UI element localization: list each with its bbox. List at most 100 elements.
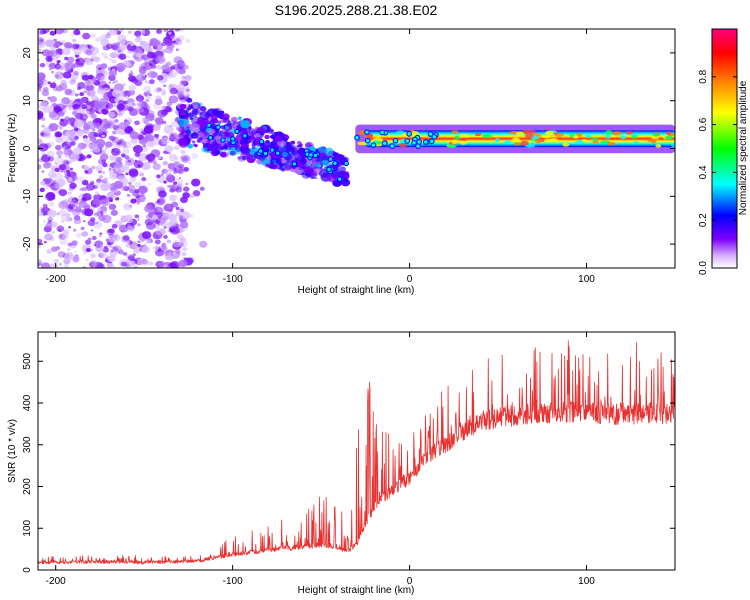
- noise-speckle: [185, 77, 190, 82]
- noise-speckle: [139, 172, 145, 177]
- noise-speckle: [73, 228, 77, 232]
- noise-speckle: [126, 240, 131, 244]
- band-speckle: [655, 143, 662, 148]
- streak-speckle: [191, 108, 199, 115]
- noise-speckle: [141, 177, 147, 182]
- band-speckle: [524, 133, 534, 139]
- noise-speckle: [63, 62, 71, 68]
- noise-speckle: [168, 213, 177, 221]
- noise-speckle: [79, 43, 89, 52]
- band-speckle: [357, 141, 368, 146]
- noise-speckle: [54, 74, 60, 79]
- streak-speckle: [207, 144, 212, 149]
- noise-speckle: [134, 181, 142, 188]
- noise-speckle: [43, 220, 46, 223]
- noise-speckle: [59, 225, 63, 229]
- noise-speckle: [107, 229, 112, 233]
- band-onset-dot: [404, 138, 411, 144]
- noise-speckle: [180, 154, 191, 163]
- noise-speckle: [49, 263, 59, 268]
- noise-speckle: [58, 155, 61, 159]
- noise-speckle: [178, 35, 185, 41]
- noise-speckle: [58, 262, 63, 266]
- noise-speckle: [101, 159, 107, 164]
- snr-y-tick-label: 300: [22, 436, 33, 453]
- noise-speckle: [168, 70, 178, 78]
- streak-peak: [230, 136, 236, 142]
- noise-speckle: [49, 68, 52, 71]
- noise-speckle: [165, 248, 169, 251]
- noise-speckle: [113, 180, 124, 189]
- streak-speckle: [299, 143, 303, 147]
- streak-speckle: [220, 151, 227, 158]
- noise-speckle: [81, 74, 89, 81]
- streak-speckle: [178, 139, 189, 148]
- noise-speckle: [95, 165, 103, 172]
- streak-speckle: [185, 109, 190, 113]
- band-onset-dot: [354, 134, 360, 141]
- noise-speckle: [38, 79, 44, 86]
- noise-speckle: [166, 239, 172, 244]
- noise-speckle: [199, 186, 205, 191]
- band-speckle: [474, 132, 482, 137]
- noise-speckle: [123, 203, 131, 210]
- noise-speckle: [51, 70, 55, 74]
- noise-speckle: [83, 84, 92, 91]
- noise-speckle: [150, 39, 160, 47]
- noise-speckle: [73, 127, 79, 132]
- noise-speckle: [38, 210, 44, 217]
- noise-speckle: [43, 240, 47, 244]
- band-speckle: [545, 130, 554, 136]
- noise-speckle: [85, 79, 91, 85]
- noise-speckle: [161, 105, 167, 110]
- noise-speckle: [87, 237, 92, 241]
- noise-speckle: [152, 214, 159, 220]
- noise-speckle: [141, 259, 150, 266]
- noise-speckle: [73, 29, 81, 36]
- noise-speckle: [138, 127, 145, 133]
- noise-speckle: [67, 177, 73, 182]
- band-onset-dot: [370, 142, 377, 149]
- streak-speckle: [306, 173, 311, 177]
- streak-speckle: [210, 123, 217, 129]
- noise-speckle: [127, 106, 134, 112]
- noise-speckle: [99, 153, 109, 161]
- streak-peak: [234, 128, 240, 135]
- band-speckle: [375, 141, 383, 145]
- noise-speckle: [110, 209, 119, 216]
- noise-speckle: [141, 146, 149, 153]
- band-onset-dot: [427, 131, 434, 137]
- band-speckle: [554, 132, 564, 137]
- noise-speckle: [157, 109, 167, 118]
- noise-speckle: [145, 239, 151, 244]
- streak-peak: [308, 152, 314, 158]
- noise-speckle: [79, 187, 84, 191]
- streak-speckle: [270, 129, 274, 133]
- noise-speckle: [62, 160, 69, 166]
- noise-speckle: [126, 225, 134, 233]
- noise-speckle: [57, 110, 65, 117]
- noise-speckle: [141, 117, 150, 124]
- noise-speckle: [171, 120, 179, 127]
- streak-speckle: [230, 116, 238, 123]
- noise-speckle: [45, 55, 54, 62]
- noise-speckle: [154, 117, 161, 124]
- spectrogram-y-tick-label: 20: [22, 47, 33, 59]
- noise-speckle: [47, 156, 55, 162]
- noise-speckle: [84, 208, 94, 217]
- noise-speckle: [169, 87, 178, 95]
- streak-speckle: [234, 148, 242, 155]
- noise-speckle: [173, 181, 178, 185]
- band-speckle: [606, 141, 616, 146]
- noise-speckle: [58, 83, 68, 91]
- band-speckle: [542, 135, 550, 139]
- noise-speckle: [109, 154, 117, 161]
- streak-speckle: [210, 114, 218, 121]
- noise-speckle: [38, 72, 46, 81]
- noise-speckle: [188, 162, 192, 165]
- streak-peak: [327, 156, 334, 162]
- noise-speckle: [109, 52, 116, 58]
- noise-speckle: [101, 108, 109, 115]
- noise-speckle: [167, 265, 171, 268]
- noise-speckle: [94, 211, 102, 218]
